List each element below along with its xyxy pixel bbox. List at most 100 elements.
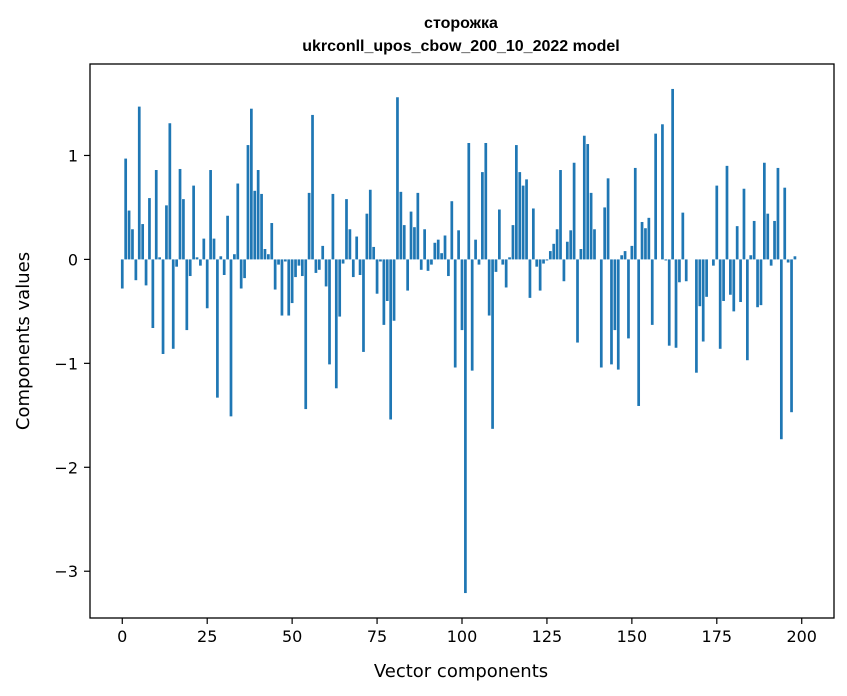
bar — [131, 229, 134, 260]
bar — [341, 259, 345, 264]
bar — [158, 257, 162, 260]
bar — [188, 259, 192, 277]
x-tick-label: 150 — [617, 627, 648, 646]
bar — [382, 259, 386, 325]
bar — [457, 230, 460, 260]
bar — [440, 253, 443, 260]
bar — [304, 259, 308, 410]
bar — [154, 170, 158, 260]
bar — [134, 259, 138, 281]
bar — [334, 259, 338, 389]
bar — [175, 259, 178, 267]
bar — [514, 145, 518, 260]
bar — [216, 259, 219, 398]
bar — [362, 259, 365, 352]
bar — [416, 192, 420, 260]
bar — [250, 108, 253, 260]
bar — [667, 259, 671, 346]
bar — [756, 259, 759, 308]
y-axis-ticks: −3 −2 −1 0 1 — [54, 146, 90, 581]
bar — [348, 229, 352, 260]
bar — [498, 209, 501, 260]
bar — [620, 255, 624, 260]
bar — [467, 142, 471, 260]
bar — [355, 236, 359, 260]
bar — [701, 259, 705, 342]
bar — [565, 241, 569, 260]
y-tick-label: 1 — [68, 146, 78, 165]
bar — [399, 191, 403, 260]
bar — [171, 259, 175, 349]
x-tick-label: 125 — [532, 627, 563, 646]
bar — [759, 259, 763, 306]
bar — [209, 170, 212, 260]
bar — [525, 179, 528, 260]
bar — [331, 193, 335, 260]
x-tick-label: 175 — [702, 627, 733, 646]
bar — [192, 185, 195, 260]
bar — [470, 259, 474, 371]
bar — [409, 211, 413, 260]
bar — [222, 259, 226, 275]
bar — [606, 178, 610, 260]
bar — [287, 259, 291, 316]
bar — [450, 201, 454, 260]
bar — [562, 259, 566, 282]
bar — [681, 212, 685, 260]
bar — [311, 114, 314, 260]
y-tick-label: −3 — [54, 562, 78, 581]
bar — [413, 227, 416, 260]
bar — [239, 259, 243, 289]
bar — [640, 221, 644, 260]
bar — [752, 220, 756, 260]
bar — [290, 259, 294, 304]
x-tick-label: 75 — [367, 627, 387, 646]
bar — [365, 213, 369, 260]
bar — [766, 213, 770, 260]
bar — [793, 256, 797, 260]
bar — [182, 199, 185, 260]
bar — [593, 229, 596, 260]
bar — [294, 259, 297, 278]
bar — [572, 162, 576, 260]
bar — [661, 124, 664, 260]
bar — [779, 259, 783, 440]
bar — [582, 135, 586, 260]
bar — [324, 259, 328, 287]
bar — [226, 215, 229, 260]
bar — [199, 259, 202, 266]
bar — [559, 170, 562, 260]
bar — [260, 193, 263, 260]
bar — [430, 259, 433, 265]
bar — [368, 189, 372, 260]
bar — [236, 183, 240, 260]
bar — [715, 185, 719, 260]
bar — [243, 259, 246, 279]
bar — [491, 259, 494, 429]
bar — [266, 254, 270, 260]
bar — [786, 259, 790, 263]
bar — [372, 246, 376, 260]
plot-area-frame — [89, 63, 835, 619]
bar — [195, 257, 199, 260]
bar — [464, 259, 467, 594]
bar — [351, 259, 355, 278]
bar — [487, 259, 491, 316]
bar — [576, 259, 579, 343]
bar — [246, 145, 250, 260]
bar — [644, 228, 647, 260]
bar — [151, 259, 155, 329]
bar — [273, 259, 277, 290]
bar — [494, 259, 498, 272]
bar — [637, 259, 641, 406]
bar — [569, 230, 573, 260]
bar — [671, 88, 674, 260]
bar — [270, 223, 274, 260]
bar — [253, 190, 257, 260]
bar — [280, 259, 284, 316]
bar — [504, 259, 508, 288]
x-axis-label: Vector components — [374, 661, 548, 682]
bar — [501, 259, 505, 265]
bar — [790, 259, 793, 413]
